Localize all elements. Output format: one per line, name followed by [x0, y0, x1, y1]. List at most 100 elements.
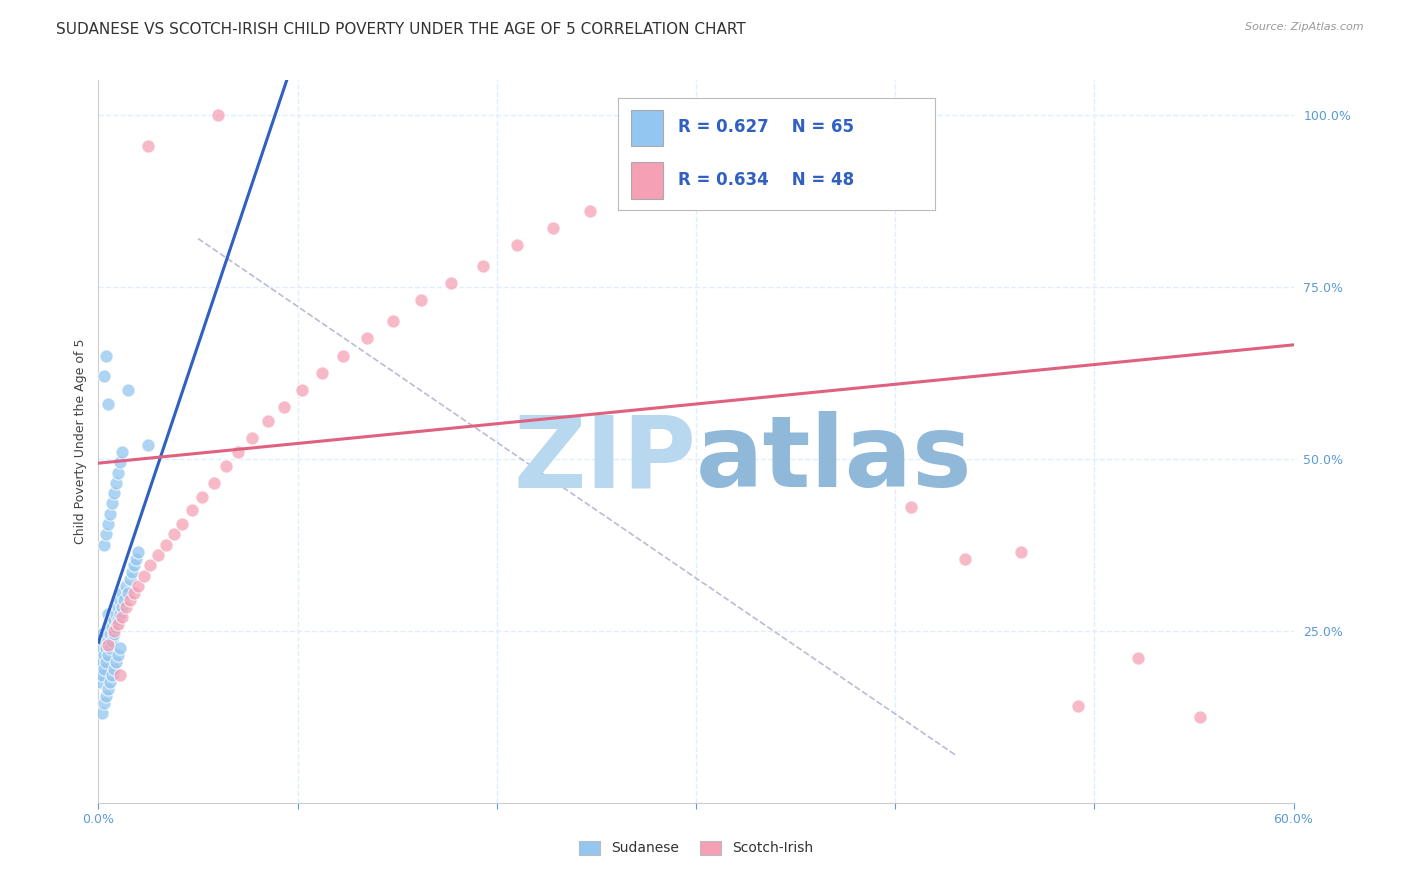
Point	[97, 517, 120, 532]
Point	[98, 627, 122, 641]
Point	[89, 648, 111, 662]
Point	[848, 108, 870, 122]
Point	[91, 655, 114, 669]
Point	[148, 548, 170, 562]
Point	[96, 689, 118, 703]
Point	[101, 496, 124, 510]
Point	[107, 599, 129, 614]
Point	[98, 640, 122, 655]
Point	[103, 486, 125, 500]
Point	[112, 592, 135, 607]
Point	[134, 568, 156, 582]
Point	[799, 121, 821, 136]
Point	[110, 640, 132, 655]
Point	[1067, 699, 1090, 714]
Point	[89, 675, 111, 690]
Point	[111, 599, 134, 614]
Point	[93, 648, 115, 662]
Point	[107, 614, 129, 628]
Point	[202, 475, 225, 490]
Point	[471, 259, 494, 273]
Point	[181, 503, 204, 517]
Point	[111, 445, 134, 459]
Text: SUDANESE VS SCOTCH-IRISH CHILD POVERTY UNDER THE AGE OF 5 CORRELATION CHART: SUDANESE VS SCOTCH-IRISH CHILD POVERTY U…	[56, 22, 747, 37]
Point	[382, 314, 405, 328]
Point	[101, 668, 124, 682]
Point	[103, 624, 125, 638]
Point	[101, 634, 124, 648]
Point	[117, 383, 139, 397]
Point	[155, 538, 177, 552]
Point	[953, 551, 976, 566]
Text: atlas: atlas	[696, 411, 973, 508]
Point	[579, 204, 602, 219]
Point	[107, 466, 129, 480]
Point	[704, 153, 727, 167]
Point	[127, 579, 149, 593]
Point	[96, 349, 118, 363]
Point	[124, 558, 146, 573]
Point	[89, 662, 111, 676]
Point	[103, 662, 125, 676]
Point	[103, 627, 125, 641]
Point	[110, 455, 132, 469]
Point	[136, 138, 159, 153]
Point	[1188, 710, 1211, 724]
Point	[105, 607, 128, 621]
Point	[240, 431, 263, 445]
Text: Source: ZipAtlas.com: Source: ZipAtlas.com	[1246, 22, 1364, 32]
Point	[93, 538, 115, 552]
Point	[619, 186, 641, 201]
Point	[91, 668, 114, 682]
Point	[207, 108, 229, 122]
Point	[98, 507, 122, 521]
Point	[356, 331, 378, 345]
Point	[117, 586, 139, 600]
Legend: Sudanese, Scotch-Irish: Sudanese, Scotch-Irish	[574, 835, 818, 861]
Point	[163, 527, 186, 541]
Point	[900, 500, 922, 514]
Point	[124, 586, 146, 600]
Point	[98, 675, 122, 690]
Point	[97, 620, 120, 634]
Point	[139, 558, 162, 573]
Point	[541, 221, 564, 235]
Point	[93, 369, 115, 384]
Point	[110, 668, 132, 682]
Point	[96, 640, 118, 655]
Point	[120, 592, 142, 607]
Point	[127, 544, 149, 558]
Point	[97, 634, 120, 648]
Point	[91, 706, 114, 721]
Point	[440, 277, 463, 291]
Point	[136, 438, 159, 452]
Point	[226, 445, 249, 459]
Point	[96, 655, 118, 669]
Y-axis label: Child Poverty Under the Age of 5: Child Poverty Under the Age of 5	[75, 339, 87, 544]
Point	[97, 607, 120, 621]
Point	[96, 627, 118, 641]
Point	[411, 293, 433, 308]
Point	[115, 579, 138, 593]
Point	[172, 517, 194, 532]
Point	[332, 349, 354, 363]
Point	[105, 655, 128, 669]
Point	[215, 458, 238, 473]
Point	[110, 607, 132, 621]
Point	[1128, 651, 1150, 665]
Point	[107, 616, 129, 631]
Point	[101, 620, 124, 634]
Point	[121, 566, 143, 580]
Point	[107, 648, 129, 662]
Point	[291, 383, 314, 397]
Point	[125, 551, 148, 566]
Point	[273, 400, 295, 414]
Point	[97, 648, 120, 662]
Point	[311, 366, 333, 380]
Point	[110, 592, 132, 607]
Point	[1010, 544, 1032, 558]
Point	[256, 414, 278, 428]
Point	[97, 682, 120, 697]
Point	[111, 610, 134, 624]
Point	[105, 475, 128, 490]
